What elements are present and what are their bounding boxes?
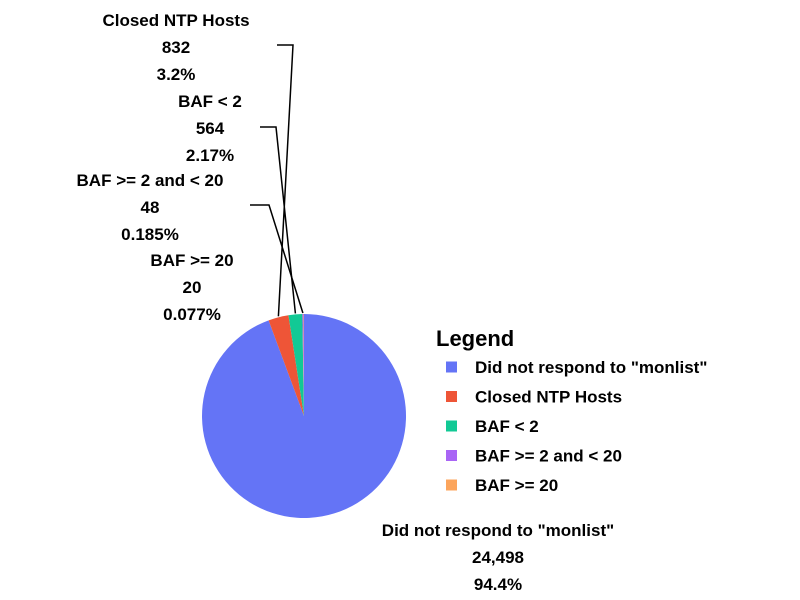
slice-value-baf-2-and-20: 48 [141,198,160,217]
slice-percent-baf-20: 0.077% [163,305,221,324]
legend-swatch-baf-20 [446,479,457,491]
slice-label-baf-2: BAF < 2 [178,92,242,111]
pie-slice-closed-ntp-hosts [268,315,304,416]
legend-item-baf-20: BAF >= 20 [475,476,558,495]
legend-swatch-baf-2 [446,420,457,432]
legend-item-baf-2-and-20: BAF >= 2 and < 20 [475,447,622,466]
legend: Legend Did not respond to "monlist" Close… [436,326,707,495]
legend-item-closed-ntp-hosts: Closed NTP Hosts [475,388,622,407]
pie-slice-did-not-respond-to-monlist [202,314,407,518]
legend-item-did-not-respond-to-monlist: Did not respond to "monlist" [475,358,707,377]
slice-label-closed-ntp-hosts: Closed NTP Hosts [102,11,249,30]
pie-slice-baf-2 [288,314,304,416]
legend-swatch-closed-ntp-hosts [446,391,457,402]
slice-value-did-not-respond-to-monlist: 24,498 [472,548,524,567]
slice-percent-baf-2-and-20: 0.185% [121,225,179,244]
slice-value-baf-2: 564 [196,119,225,138]
leader-line-baf-2 [260,126,297,314]
leader-line-closed-ntp-hosts [277,44,294,317]
slice-label-baf-2-and-20: BAF >= 2 and < 20 [77,171,224,190]
slice-percent-closed-ntp-hosts: 3.2% [157,65,196,84]
slice-percent-did-not-respond-to-monlist: 94.4% [474,575,522,594]
slice-value-baf-20: 20 [183,278,202,297]
legend-swatch-baf-2-and-20 [446,450,457,461]
slice-percent-baf-2: 2.17% [186,146,234,165]
slice-label-did-not-respond-to-monlist: Did not respond to "monlist" [382,521,614,540]
slice-label-baf-20: BAF >= 20 [150,251,233,270]
legend-item-baf-2: BAF < 2 [475,417,539,436]
pie-slices [202,313,407,518]
leader-lines [250,44,304,317]
legend-title: Legend [436,326,514,351]
leader-line-baf-2-and-20 [250,204,304,314]
slice-labels: Did not respond to "monlist" 24,498 94.4% C… [77,11,615,594]
slice-value-closed-ntp-hosts: 832 [162,38,190,57]
pie-slice-baf-2-and-20 [302,314,304,416]
legend-swatch-did-not-respond-to-monlist [446,361,457,373]
